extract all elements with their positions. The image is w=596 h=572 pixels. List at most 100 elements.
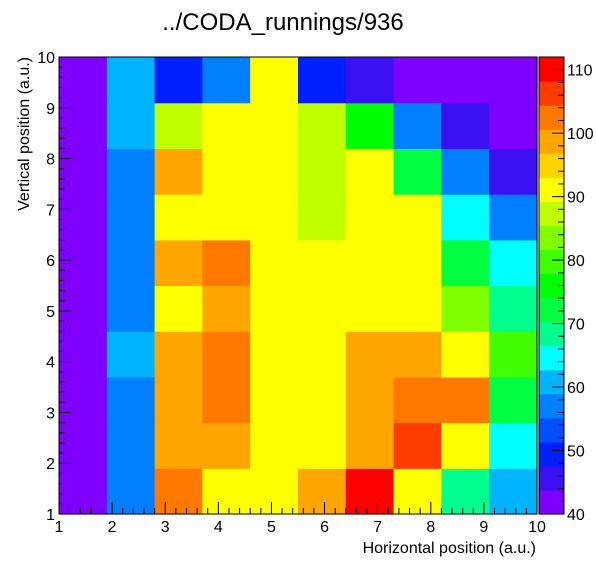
- heatmap-cell: [393, 194, 442, 241]
- x-tick-label: 7: [373, 519, 382, 536]
- color-scale-swatch: [539, 81, 564, 106]
- heatmap-cell: [393, 102, 442, 149]
- color-scale-tick-label: 110: [567, 63, 593, 80]
- x-tick-label: 2: [108, 519, 117, 536]
- heatmap-cell: [202, 285, 251, 332]
- heatmap-cell: [154, 148, 203, 195]
- heatmap-cell: [59, 376, 108, 424]
- color-scale-swatch: [539, 393, 564, 419]
- heatmap-cell: [345, 194, 395, 241]
- heatmap-cell: [298, 102, 347, 149]
- y-tick-label: 9: [46, 101, 55, 118]
- heatmap-cell: [441, 331, 490, 378]
- color-scale-tick-label: 40: [567, 507, 585, 524]
- heatmap-cell: [441, 57, 490, 104]
- plot-frame: [58, 56, 538, 515]
- color-scale-tick-label: 100: [567, 126, 594, 143]
- heatmap-cell: [393, 57, 442, 104]
- heatmap-cell: [489, 285, 538, 332]
- heatmap-cell: [489, 331, 538, 378]
- heatmap-cell: [106, 102, 156, 149]
- heatmap-cell: [202, 194, 251, 241]
- color-scale-swatch: [539, 321, 564, 347]
- heatmap-cell: [202, 239, 251, 287]
- heatmap-cell: [345, 148, 395, 195]
- heatmap-cell: [441, 376, 490, 424]
- heatmap-cell: [345, 102, 395, 149]
- heatmap-cell: [106, 422, 156, 469]
- heatmap-cell: [489, 468, 538, 515]
- heatmap-cell: [393, 422, 442, 469]
- color-scale-swatch: [539, 249, 564, 275]
- heatmap-cell: [489, 194, 538, 241]
- y-tick-label: 5: [46, 304, 55, 321]
- heatmap-cell: [59, 194, 108, 241]
- y-tick-label: 8: [46, 152, 55, 169]
- heatmap-cell: [202, 148, 251, 195]
- heatmap-cell: [154, 422, 203, 469]
- heatmap-cell: [202, 57, 251, 104]
- heatmap-cell: [298, 194, 347, 241]
- heatmap-cell: [154, 468, 203, 515]
- heatmap-cell: [345, 239, 395, 287]
- heatmap-cell: [154, 102, 203, 149]
- y-tick-label: 10: [37, 50, 55, 67]
- heatmap-cell: [154, 57, 203, 104]
- heatmap-cell: [202, 331, 251, 378]
- color-scale-swatch: [539, 225, 564, 251]
- heatmap-cell: [250, 422, 299, 469]
- heatmap-cell: [250, 468, 299, 515]
- color-scale-tick-label: 50: [567, 444, 585, 461]
- heatmap-cell: [345, 422, 395, 469]
- heatmap-cell: [345, 285, 395, 332]
- heatmap-cell: [441, 239, 490, 287]
- heatmap-cell: [345, 468, 395, 515]
- heatmap-cell: [250, 331, 299, 378]
- x-tick-label: 9: [479, 519, 488, 536]
- heatmap-cell: [202, 102, 251, 149]
- heatmap-cell: [59, 102, 108, 149]
- x-tick-label: 4: [214, 519, 223, 536]
- heatmap-cell: [441, 285, 490, 332]
- color-scale-tick-label: 90: [567, 190, 585, 207]
- heatmap-cell: [250, 148, 299, 195]
- heatmap-cell: [489, 57, 538, 104]
- heatmap-cell: [106, 376, 156, 424]
- color-scale-swatch: [539, 465, 564, 491]
- heatmap-cell: [393, 148, 442, 195]
- heatmap-cells: [59, 57, 538, 515]
- x-tick-label: 8: [426, 519, 435, 536]
- y-axis-label: Vertical position (a.u.): [16, 57, 33, 211]
- heatmap-cell: [202, 468, 251, 515]
- color-scale-tick-label: 60: [567, 380, 585, 397]
- heatmap-cell: [393, 468, 442, 515]
- chart-title: ../CODA_runnings/936: [162, 9, 403, 36]
- color-scale-swatch: [539, 177, 564, 202]
- heatmap-cell: [202, 422, 251, 469]
- color-scale-bar: 40 50 60 70 80 90 100 110: [538, 56, 594, 524]
- heatmap-cell: [202, 376, 251, 424]
- heatmap-cell: [106, 239, 156, 287]
- heatmap-cell: [154, 239, 203, 287]
- heatmap-cell: [298, 376, 347, 424]
- x-axis: 1 2 3 4 5 6 7 8 9 10: [55, 502, 546, 536]
- y-axis: 1 2 3 4 5 6 7 8 9 10: [37, 50, 71, 524]
- color-scale-tick-label: 70: [567, 317, 585, 334]
- heatmap-cell: [106, 285, 156, 332]
- x-tick-label: 1: [55, 519, 64, 536]
- color-scale-swatch: [539, 345, 564, 371]
- heatmap-cell: [154, 376, 203, 424]
- heatmap-cell: [393, 376, 442, 424]
- color-scale-swatch: [539, 369, 564, 395]
- heatmap-cell: [154, 285, 203, 332]
- y-tick-label: 6: [46, 253, 55, 270]
- heatmap-cell: [298, 422, 347, 469]
- heatmap-cell: [106, 57, 156, 104]
- color-scale-swatch: [539, 297, 564, 323]
- color-scale-swatch: [539, 417, 564, 443]
- y-tick-label: 7: [46, 202, 55, 219]
- heatmap-cell: [298, 239, 347, 287]
- heatmap-cell: [393, 285, 442, 332]
- heatmap-cell: [59, 468, 108, 515]
